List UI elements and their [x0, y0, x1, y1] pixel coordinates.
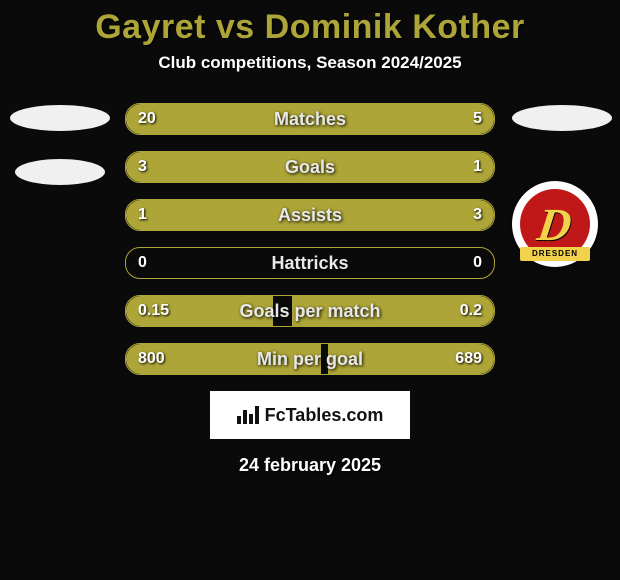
stat-label: Assists [126, 200, 494, 230]
stat-label: Goals [126, 152, 494, 182]
stat-row: 205Matches [125, 103, 495, 135]
stat-row: 31Goals [125, 151, 495, 183]
brand-badge: FcTables.com [210, 391, 410, 439]
stat-label: Min per goal [126, 344, 494, 374]
stat-row: 00Hattricks [125, 247, 495, 279]
stat-label: Hattricks [126, 248, 494, 278]
stat-row: 0.150.2Goals per match [125, 295, 495, 327]
bar-chart-icon [237, 406, 261, 424]
page-subtitle: Club competitions, Season 2024/2025 [0, 53, 620, 73]
page-title: Gayret vs Dominik Kother [0, 0, 620, 47]
comparison-card: Gayret vs Dominik Kother Club competitio… [0, 0, 620, 580]
stat-row: 800689Min per goal [125, 343, 495, 375]
date-label: 24 february 2025 [0, 455, 620, 476]
stat-label: Matches [126, 104, 494, 134]
brand-label: FcTables.com [265, 405, 384, 426]
stat-row: 13Assists [125, 199, 495, 231]
stats-area: 205Matches 31Goals 13Assists 00Hattricks 0.1… [0, 103, 620, 476]
stat-bars: 205Matches 31Goals 13Assists 00Hattricks 0.1… [125, 103, 495, 375]
stat-label: Goals per match [126, 296, 494, 326]
